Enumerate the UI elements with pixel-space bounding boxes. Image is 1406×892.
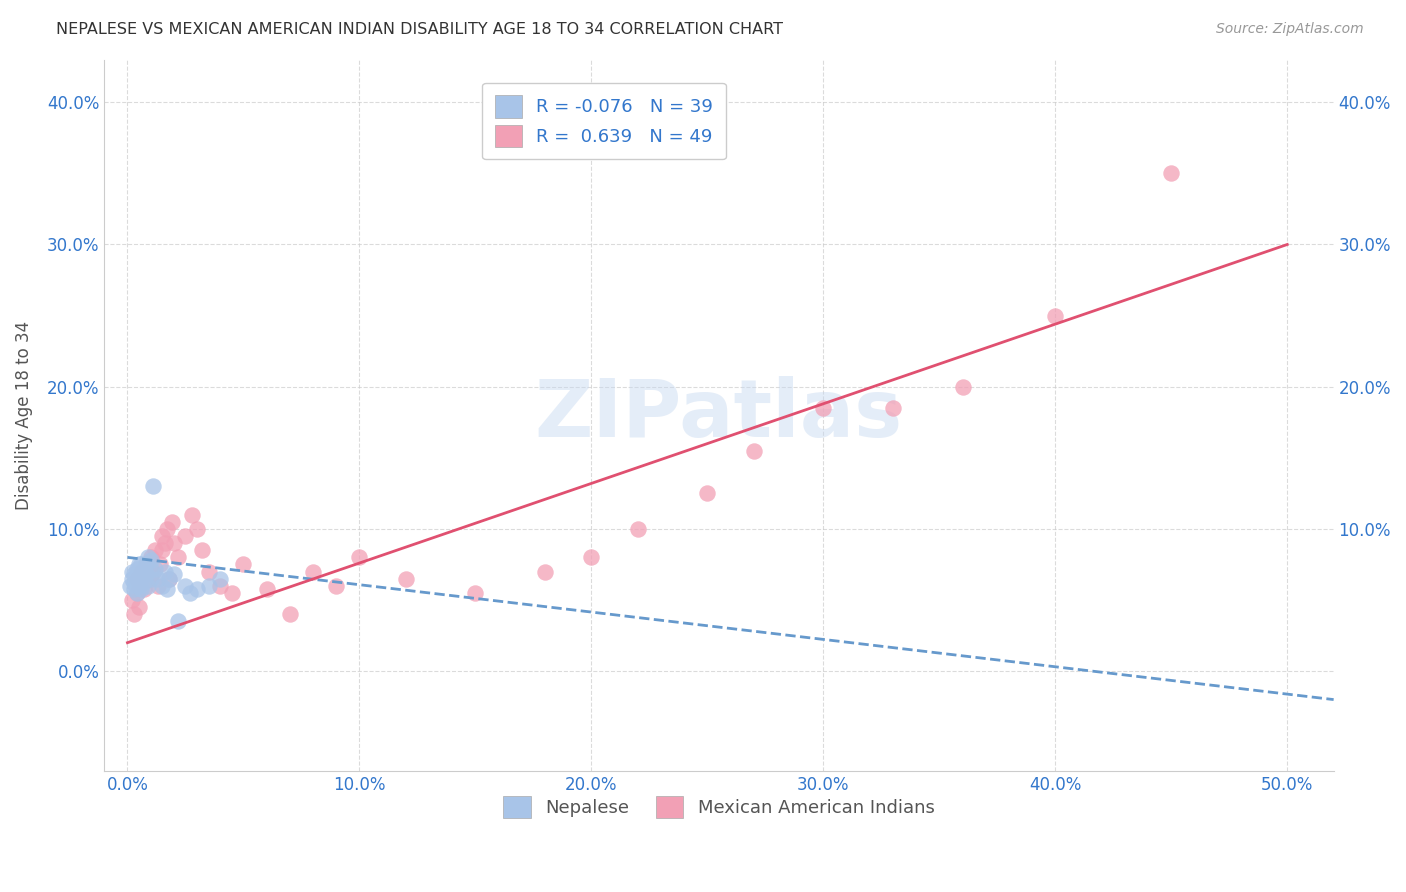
Point xyxy=(156,522,179,536)
Point xyxy=(197,565,219,579)
Point xyxy=(167,615,190,629)
Point xyxy=(464,586,486,600)
Text: Source: ZipAtlas.com: Source: ZipAtlas.com xyxy=(1216,22,1364,37)
Point xyxy=(146,579,169,593)
Legend: Nepalese, Mexican American Indians: Nepalese, Mexican American Indians xyxy=(496,789,942,826)
Point xyxy=(125,574,148,589)
Point xyxy=(132,582,155,596)
Point xyxy=(742,443,765,458)
Point xyxy=(153,536,176,550)
Point xyxy=(131,567,153,582)
Point xyxy=(143,543,166,558)
Point xyxy=(124,607,146,622)
Text: NEPALESE VS MEXICAN AMERICAN INDIAN DISABILITY AGE 18 TO 34 CORRELATION CHART: NEPALESE VS MEXICAN AMERICAN INDIAN DISA… xyxy=(56,22,783,37)
Point xyxy=(128,600,150,615)
Point xyxy=(156,582,179,596)
Point xyxy=(160,515,183,529)
Point xyxy=(813,401,835,415)
Point xyxy=(132,565,155,579)
Point xyxy=(136,579,159,593)
Point xyxy=(174,529,197,543)
Point xyxy=(302,565,325,579)
Point xyxy=(157,572,180,586)
Point xyxy=(181,508,204,522)
Point xyxy=(142,565,165,579)
Point xyxy=(135,567,157,582)
Point xyxy=(125,586,148,600)
Point xyxy=(174,579,197,593)
Point xyxy=(1045,309,1067,323)
Point xyxy=(163,567,186,582)
Point xyxy=(186,582,208,596)
Point xyxy=(150,579,173,593)
Point xyxy=(952,380,974,394)
Point xyxy=(118,579,141,593)
Point xyxy=(1160,166,1182,180)
Point xyxy=(139,567,162,582)
Point xyxy=(139,553,162,567)
Point xyxy=(142,479,165,493)
Point xyxy=(128,572,150,586)
Point xyxy=(209,579,232,593)
Point xyxy=(186,522,208,536)
Point xyxy=(139,572,162,586)
Point xyxy=(882,401,904,415)
Point xyxy=(153,565,176,579)
Point xyxy=(163,536,186,550)
Point xyxy=(128,579,150,593)
Point xyxy=(135,558,157,572)
Point xyxy=(349,550,371,565)
Point xyxy=(139,550,162,565)
Point xyxy=(121,593,143,607)
Point xyxy=(232,558,254,572)
Point xyxy=(190,543,212,558)
Point xyxy=(124,582,146,596)
Point xyxy=(157,572,180,586)
Point xyxy=(132,574,155,589)
Point xyxy=(131,565,153,579)
Point xyxy=(197,579,219,593)
Point xyxy=(150,543,173,558)
Point xyxy=(131,582,153,596)
Point xyxy=(221,586,243,600)
Point xyxy=(150,529,173,543)
Point xyxy=(696,486,718,500)
Point xyxy=(128,558,150,572)
Point xyxy=(395,572,418,586)
Point xyxy=(121,565,143,579)
Point xyxy=(125,572,148,586)
Y-axis label: Disability Age 18 to 34: Disability Age 18 to 34 xyxy=(15,320,32,509)
Point xyxy=(534,565,557,579)
Point xyxy=(179,586,201,600)
Point xyxy=(124,576,146,591)
Point xyxy=(627,522,650,536)
Point xyxy=(139,562,162,576)
Point xyxy=(256,582,278,596)
Point xyxy=(128,565,150,579)
Point xyxy=(146,572,169,586)
Point xyxy=(131,558,153,572)
Point xyxy=(581,550,603,565)
Point xyxy=(209,572,232,586)
Point xyxy=(125,586,148,600)
Point xyxy=(136,550,159,565)
Point xyxy=(136,572,159,586)
Point xyxy=(325,579,347,593)
Point xyxy=(124,567,146,582)
Point xyxy=(128,579,150,593)
Text: ZIPatlas: ZIPatlas xyxy=(534,376,903,454)
Point xyxy=(167,550,190,565)
Point xyxy=(143,562,166,576)
Point xyxy=(278,607,301,622)
Point xyxy=(121,572,143,586)
Point xyxy=(135,558,157,572)
Point xyxy=(125,562,148,576)
Point xyxy=(149,558,172,572)
